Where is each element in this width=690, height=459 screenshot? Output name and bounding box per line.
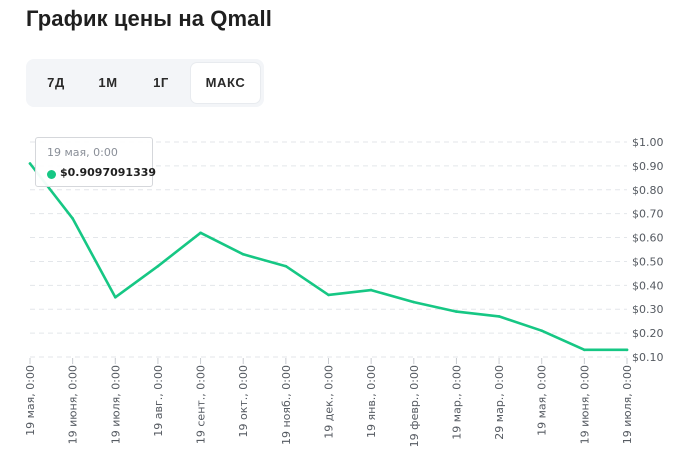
- range-tabs: 7Д 1М 1Г МАКС: [26, 59, 264, 107]
- x-tick-label: 29 мар., 0:00: [493, 365, 506, 440]
- y-tick-label: $0.50: [632, 255, 664, 268]
- data-point: [583, 348, 586, 352]
- x-tick-label: 19 окт., 0:00: [237, 365, 250, 437]
- x-tick-label: 19 мар., 0:00: [450, 365, 463, 440]
- y-tick-label: $0.70: [632, 208, 664, 221]
- chart-tooltip: 19 мая, 0:00 $0.9097091339: [35, 137, 157, 187]
- data-point: [28, 162, 32, 165]
- y-tick-label: $1.00: [632, 136, 664, 149]
- data-point: [369, 288, 373, 292]
- x-tick-label: 19 июля, 0:00: [109, 365, 122, 444]
- data-point: [625, 348, 629, 352]
- price-line: [28, 162, 629, 352]
- tab-1m[interactable]: 1М: [98, 75, 118, 90]
- data-point: [71, 217, 74, 220]
- tooltip-value: $0.9097091339: [60, 166, 157, 179]
- y-tick-label: $0.80: [632, 184, 664, 197]
- data-point: [156, 264, 160, 268]
- x-tick-label: 19 июля, 0:00: [621, 365, 634, 444]
- y-tick-label: $0.60: [632, 232, 664, 245]
- tab-1y[interactable]: 1Г: [153, 75, 169, 90]
- tab-7d[interactable]: 7Д: [47, 75, 65, 90]
- data-point: [455, 310, 458, 313]
- tooltip-series-dot: [47, 170, 56, 179]
- x-tick-label: 19 мая, 0:00: [24, 365, 37, 436]
- y-tick-label: $0.40: [632, 279, 664, 292]
- x-tick-label: 19 февр., 0:00: [408, 365, 421, 447]
- data-point: [199, 231, 202, 235]
- tooltip-date: 19 мая, 0:00: [47, 146, 118, 159]
- x-tick-label: 19 дек., 0:00: [323, 365, 336, 439]
- x-tick-label: 19 июня, 0:00: [578, 365, 591, 444]
- data-point: [284, 264, 288, 268]
- data-point: [113, 295, 117, 299]
- data-point: [241, 252, 245, 256]
- page-title: График цены на Qmall: [26, 6, 272, 31]
- data-point: [540, 329, 544, 333]
- x-tick-label: 19 мая, 0:00: [536, 365, 549, 436]
- data-point: [327, 293, 330, 297]
- y-tick-label: $0.90: [632, 160, 664, 173]
- y-tick-label: $0.30: [632, 303, 664, 316]
- y-tick-label: $0.10: [632, 351, 664, 364]
- tab-max[interactable]: МАКС: [191, 63, 260, 103]
- x-tick-label: 19 янв., 0:00: [365, 365, 378, 438]
- x-tick-label: 19 июня, 0:00: [67, 365, 80, 444]
- x-tick-label: 19 авг., 0:00: [152, 365, 165, 437]
- data-point: [412, 300, 416, 304]
- y-tick-label: $0.20: [632, 327, 664, 340]
- x-tick-label: 19 сент., 0:00: [195, 365, 208, 444]
- data-point: [497, 315, 501, 318]
- x-tick-label: 19 нояб., 0:00: [280, 365, 293, 445]
